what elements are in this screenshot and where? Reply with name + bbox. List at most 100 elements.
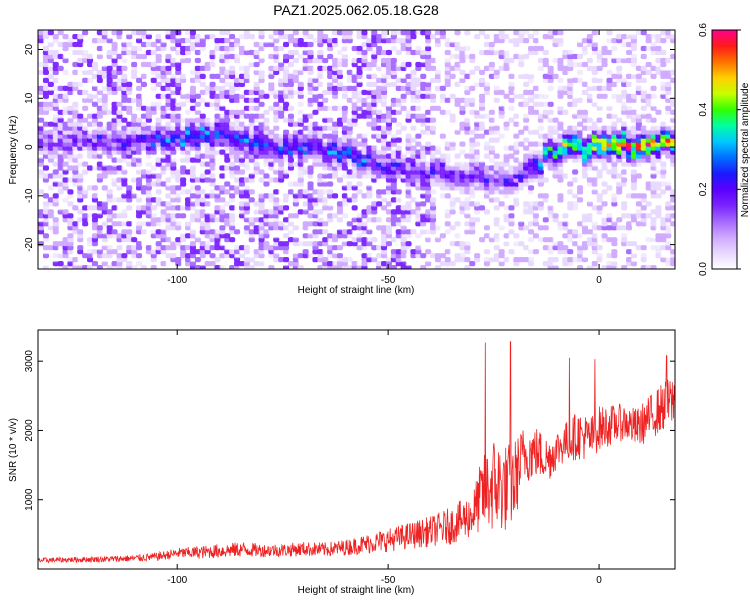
spectrogram-cell [405,145,412,151]
spectrogram-cell [155,129,162,135]
spectrogram-cell [420,145,427,151]
spectrogram-cell [185,253,192,259]
spectrogram-cell [145,77,152,83]
spectrogram-cell [263,121,270,127]
spectrogram-cell [229,113,236,119]
spectrogram-cell [268,77,275,83]
spectrogram-cell [415,249,422,255]
spectrogram-cell [581,49,588,56]
spectrogram-cell [140,30,147,36]
spectrogram-cell [292,189,299,195]
spectrogram-cell [381,193,388,199]
spectrogram-cell [273,205,280,211]
spectrogram-cell [542,197,549,203]
spectrogram-cell [175,177,182,183]
spectrogram-cell [586,145,593,151]
spectrogram-cell [498,169,505,175]
spectrogram-cell [77,229,84,235]
spectrogram-cell [248,169,255,175]
spectrogram-cell [513,261,520,267]
spectrogram-cell [425,81,432,87]
spectrogram-cell [204,241,211,247]
spectrogram-cell [660,93,667,99]
spectrogram-cell [503,53,510,60]
spectrogram-cell [621,249,628,255]
spectrogram-cell [67,189,74,195]
spectrogram-cell [459,161,466,167]
spectrogram-cell [557,61,564,68]
spectrogram-cell [101,149,108,155]
spectrogram-cell [47,137,54,143]
spectrogram-cell [278,189,285,195]
spectrogram-cell [199,245,206,251]
spectrogram-cell [287,38,294,44]
spectrogram-cell [150,81,157,87]
spectrogram-cell [557,137,564,143]
spectrogram-cell [371,253,378,259]
spectrogram-cell [410,49,417,56]
spectrogram-cell [439,213,446,219]
spectrogram-cell [601,157,608,163]
spectrogram-cell [341,45,348,52]
spectrogram-cell [238,181,245,187]
spectrogram-cell [606,38,613,44]
spectrogram-cell [111,57,118,64]
spectrogram-cell [479,49,486,56]
spectrogram-cell [513,93,520,99]
spectrogram-cell [327,77,334,83]
spectrogram-cell [175,38,182,44]
spectrogram-cell [258,65,265,71]
spectrogram-cell [346,153,353,159]
spectrogram-cell [278,65,285,71]
spectrogram-cell [420,129,427,135]
spectrogram-cell [297,81,304,87]
spectrogram-cell [67,105,74,111]
spectrogram-cell [640,45,647,52]
spectrogram-cell [283,137,290,143]
spectrogram-cell [381,181,388,187]
spectrogram-cell [454,125,461,131]
spectrogram-cell [640,77,647,83]
spectrogram-cell [234,57,241,64]
spectrogram-cell [410,157,417,163]
spectrogram-cell [243,45,250,52]
spectrogram-cell [150,257,157,263]
spectrogram-cell [126,145,133,151]
spectrogram-cell [381,217,388,223]
spectrogram-cell [621,41,628,48]
spectrogram-cell [140,105,147,111]
spectrogram-cell [175,129,182,135]
spectrogram-cell [327,30,334,36]
spectrogram-cell [219,89,226,95]
spectrogram-cell [175,125,182,131]
spectrogram-cell [273,137,280,143]
spectrogram-cell [645,237,652,243]
spectrogram-cell [601,201,608,207]
spectrogram-cell [170,217,177,223]
spectrogram-cell [327,173,334,179]
spectrogram-cell [38,173,45,179]
spectrogram-cell [567,157,574,163]
spectrogram-cell [420,53,427,60]
spectrogram-cell [273,177,280,183]
spectrogram-cell [77,145,84,151]
spectrogram-cell [297,141,304,147]
spectrogram-cell [488,117,495,123]
spectrogram-cell [160,93,167,99]
spectrogram-cell [160,229,167,235]
spectrogram-cell [552,185,559,191]
spectrogram-cell [493,153,500,159]
spectrogram-cell [42,121,49,127]
spectrogram-cell [395,65,402,71]
spectrogram-cell [474,173,481,179]
spectrogram-cell [224,49,231,56]
spectrogram-cell [385,77,392,83]
spectrogram-cell [341,85,348,91]
spectrogram-cell [444,49,451,56]
spectrogram-cell [640,161,647,167]
spectrogram-cell [224,233,231,239]
spectrogram-cell [454,233,461,239]
spectrogram-cell [126,97,133,103]
spectrogram-cell [503,237,510,243]
spectrogram-cell [238,157,245,163]
